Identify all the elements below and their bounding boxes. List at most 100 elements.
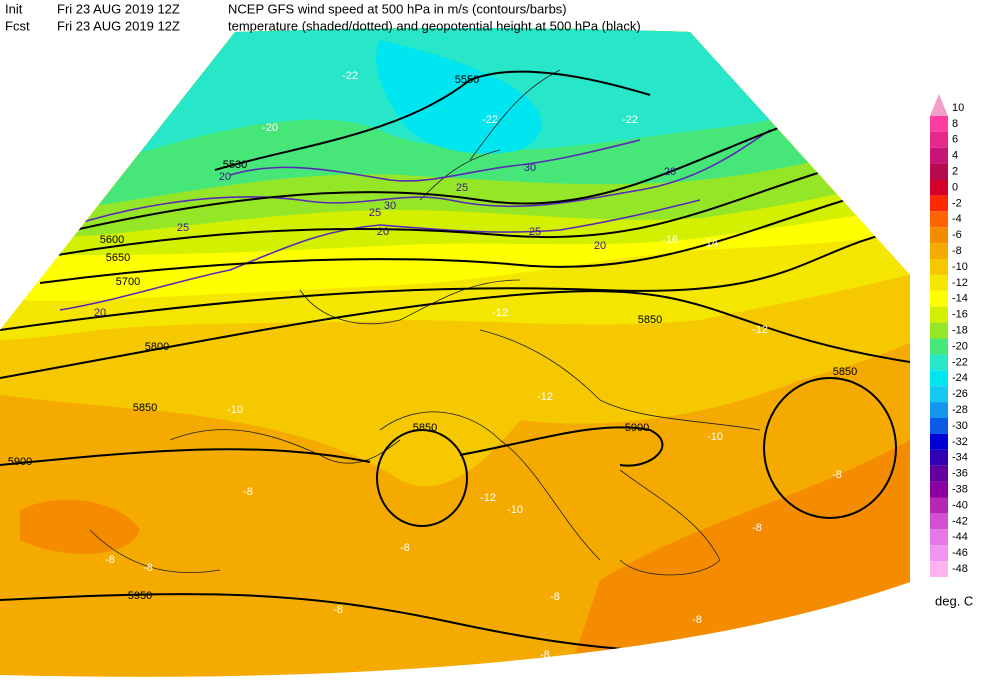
legend-swatch bbox=[930, 561, 948, 577]
map-label: 20 bbox=[664, 166, 676, 178]
legend-swatch bbox=[930, 322, 948, 339]
legend-label: -26 bbox=[952, 388, 968, 400]
legend-swatch bbox=[930, 497, 948, 514]
legend-swatch bbox=[930, 179, 948, 196]
legend-swatch bbox=[930, 402, 948, 418]
map-label: -8 bbox=[692, 614, 702, 626]
init-time: Fri 23 AUG 2019 12Z bbox=[57, 1, 180, 16]
map-labels: -22 -22 -22 -20 -16 -14 -12 -12 -12 -12 -10 -10 -10 -… bbox=[8, 70, 857, 661]
legend-swatch bbox=[930, 227, 948, 244]
wind-contour bbox=[59, 199, 701, 311]
map-label: 5700 bbox=[116, 276, 140, 288]
legend-unit: deg. C bbox=[935, 593, 973, 608]
map-label: 5600 bbox=[100, 234, 124, 246]
legend-swatch bbox=[930, 195, 948, 212]
map-label: -14 bbox=[702, 237, 718, 249]
map-label: -12 bbox=[480, 492, 496, 504]
map-label: 5650 bbox=[106, 252, 130, 264]
legend-label: -44 bbox=[952, 531, 968, 543]
map-label: -12 bbox=[752, 324, 768, 336]
map-label: 30 bbox=[384, 200, 396, 212]
map-subtitle: temperature (shaded/dotted) and geopoten… bbox=[228, 18, 641, 33]
map-label: 5850 bbox=[413, 422, 437, 434]
map-label: 5850 bbox=[638, 314, 662, 326]
height-contour bbox=[0, 227, 910, 331]
legend-label: -2 bbox=[952, 197, 962, 209]
map-title: NCEP GFS wind speed at 500 hPa in m/s (c… bbox=[228, 1, 567, 16]
height-contour bbox=[763, 377, 897, 519]
legend-label: -42 bbox=[952, 515, 968, 527]
legend-swatch bbox=[930, 354, 948, 371]
legend-label: -40 bbox=[952, 499, 968, 511]
legend-swatch bbox=[930, 529, 948, 546]
map-label: -8 bbox=[243, 486, 253, 498]
legend-label: 10 bbox=[952, 102, 964, 114]
map-label: 20 bbox=[219, 171, 231, 183]
map-label: 5550 bbox=[455, 74, 479, 86]
map-label: 25 bbox=[456, 182, 468, 194]
wind-contour bbox=[229, 139, 641, 182]
legend-label: -24 bbox=[952, 372, 968, 384]
legend-swatch bbox=[930, 338, 948, 355]
legend-label: -14 bbox=[952, 293, 968, 305]
legend-swatch bbox=[930, 211, 948, 228]
map-label: 5950 bbox=[128, 590, 152, 602]
height-contour bbox=[0, 290, 910, 379]
height-contour bbox=[39, 189, 881, 284]
map-label: 20 bbox=[377, 226, 389, 238]
legend-label: -4 bbox=[952, 213, 962, 225]
legend-swatch bbox=[930, 481, 948, 498]
map-label: -8 bbox=[105, 554, 115, 566]
map-label: -10 bbox=[227, 404, 243, 416]
temperature-band bbox=[20, 499, 140, 554]
map-label: 5850 bbox=[833, 366, 857, 378]
legend-swatch bbox=[930, 243, 948, 259]
legend-swatch bbox=[930, 370, 948, 387]
legend-swatch bbox=[930, 545, 948, 562]
height-contour bbox=[39, 159, 861, 259]
legend-swatch bbox=[930, 163, 948, 180]
legend-label: -8 bbox=[952, 245, 962, 257]
legend-label: 2 bbox=[952, 165, 958, 177]
legend-swatch bbox=[930, 386, 948, 403]
legend-swatch bbox=[930, 274, 948, 291]
map-label: -22 bbox=[342, 70, 358, 82]
fcst-time: Fri 23 AUG 2019 12Z bbox=[57, 18, 180, 33]
legend-label: 6 bbox=[952, 134, 958, 146]
legend-label: -20 bbox=[952, 340, 968, 352]
legend-label: -36 bbox=[952, 468, 968, 480]
legend-label: -38 bbox=[952, 483, 968, 495]
legend-label: -16 bbox=[952, 309, 968, 321]
init-label: Init bbox=[5, 1, 23, 16]
map-label: -8 bbox=[540, 649, 550, 661]
legend-label: -34 bbox=[952, 452, 968, 464]
legend-label: 8 bbox=[952, 118, 958, 130]
legend-swatch bbox=[930, 449, 948, 466]
height-contour bbox=[214, 70, 651, 171]
map-label: -22 bbox=[482, 114, 498, 126]
legend-label: -30 bbox=[952, 420, 968, 432]
map-label: 5850 bbox=[133, 402, 157, 414]
map-label: -16 bbox=[662, 234, 678, 246]
legend-swatch bbox=[930, 465, 948, 482]
map-label: 5900 bbox=[625, 422, 649, 434]
map-label: -10 bbox=[707, 431, 723, 443]
legend-label: -28 bbox=[952, 404, 968, 416]
legend-label: -18 bbox=[952, 324, 968, 336]
map-label: 30 bbox=[524, 162, 536, 174]
legend-swatch bbox=[930, 131, 948, 148]
map-label: -8 bbox=[550, 591, 560, 603]
legend-label: -46 bbox=[952, 547, 968, 559]
map-label: 5900 bbox=[8, 456, 32, 468]
legend-swatch bbox=[930, 147, 948, 164]
legend-label: 4 bbox=[952, 150, 958, 162]
map-label: 5800 bbox=[145, 341, 169, 353]
legend-swatch bbox=[930, 306, 948, 323]
temperature-band bbox=[376, 40, 542, 154]
map-label: -8 bbox=[752, 522, 762, 534]
legend-swatch bbox=[930, 433, 948, 450]
legend-label: -10 bbox=[952, 261, 968, 273]
legend-label: 0 bbox=[952, 181, 958, 193]
map-label: -12 bbox=[537, 391, 553, 403]
map-label: -12 bbox=[492, 307, 508, 319]
